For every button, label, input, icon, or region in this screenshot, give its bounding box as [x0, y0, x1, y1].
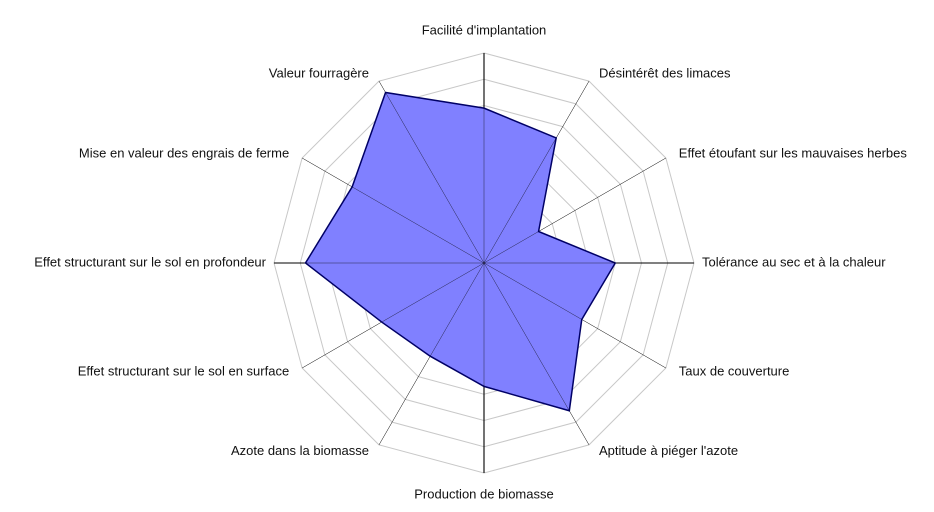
series-spoke	[381, 262, 485, 323]
series-spoke	[483, 262, 582, 320]
series-area	[304, 91, 617, 412]
series-spoke	[483, 262, 570, 411]
series-spoke	[352, 186, 485, 264]
axis-label: Azote dans la biomasse	[231, 443, 369, 458]
axis-label: Désintérêt des limaces	[599, 66, 731, 81]
axis-label: Aptitude à piéger l'azote	[599, 443, 738, 458]
axis-label: Valeur fourragère	[269, 66, 369, 81]
axis-label: Effet étoufant sur les mauvaises herbes	[679, 145, 908, 160]
axis-label: Tolérance au sec et à la chaleur	[702, 254, 886, 269]
axis-label: Effet structurant sur le sol en surface	[78, 363, 289, 378]
axis-label: Taux de couverture	[679, 363, 790, 378]
axis-label: Facilité d'implantation	[422, 22, 547, 37]
radar-series	[304, 91, 617, 412]
series-spoke	[429, 262, 485, 357]
series-spoke	[483, 231, 539, 264]
axis-labels: Facilité d'implantation Désintérêt des li…	[34, 22, 907, 501]
series-spoke	[385, 92, 485, 264]
series-spoke	[483, 137, 557, 264]
axis-label: Production de biomasse	[414, 486, 553, 501]
axis-label: Effet structurant sur le sol en profonde…	[34, 254, 266, 269]
axis-label: Mise en valeur des engrais de ferme	[79, 145, 289, 160]
